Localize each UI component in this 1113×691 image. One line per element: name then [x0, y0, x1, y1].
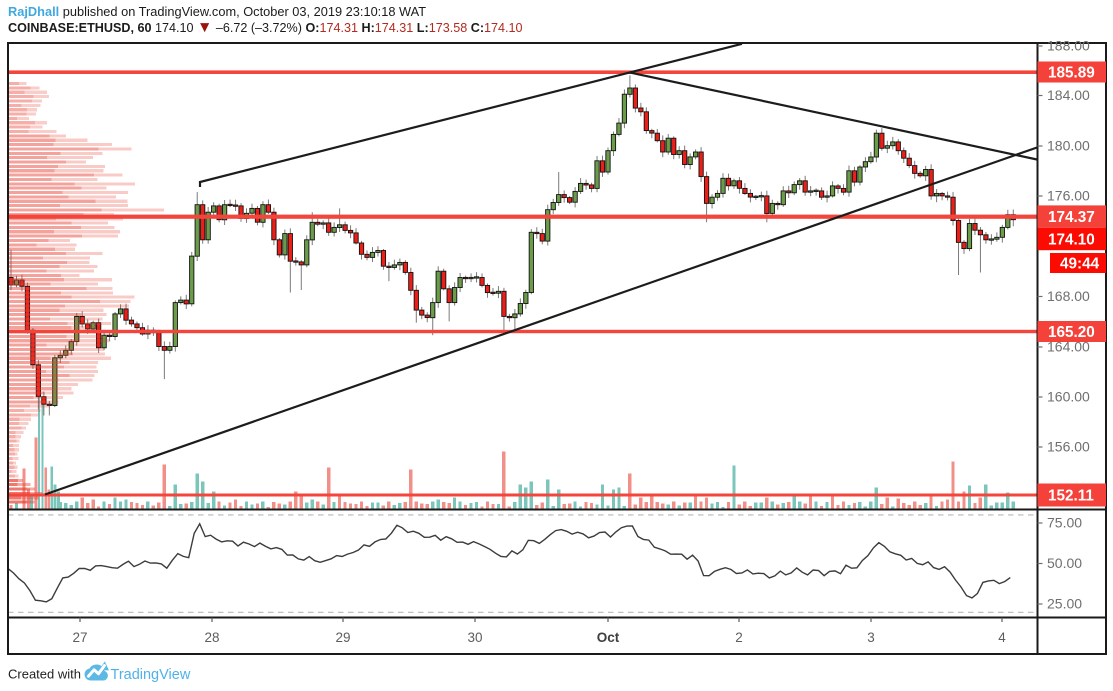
svg-text:75.00: 75.00: [1047, 515, 1082, 531]
svg-text:174.10: 174.10: [1048, 231, 1095, 248]
svg-text:164.00: 164.00: [1047, 339, 1090, 355]
svg-text:176.00: 176.00: [1047, 188, 1090, 204]
svg-text:180.00: 180.00: [1047, 138, 1090, 154]
svg-text:152.11: 152.11: [1048, 487, 1094, 504]
svg-text:50.00: 50.00: [1047, 555, 1082, 571]
svg-text:165.20: 165.20: [1048, 324, 1095, 341]
svg-text:TradingView: TradingView: [111, 667, 191, 683]
svg-text:28: 28: [204, 630, 219, 645]
svg-text:49:44: 49:44: [1060, 256, 1100, 273]
svg-text:2: 2: [735, 630, 743, 645]
svg-text:Created with: Created with: [8, 667, 81, 682]
svg-text:Oct: Oct: [597, 630, 620, 645]
svg-text:25.00: 25.00: [1047, 596, 1082, 612]
svg-text:174.37: 174.37: [1048, 209, 1095, 226]
svg-text:30: 30: [467, 630, 482, 645]
svg-text:184.00: 184.00: [1047, 87, 1090, 103]
svg-text:COINBASE:ETHUSD, 60 174.10 ▼ –: COINBASE:ETHUSD, 60 174.10 ▼ –6.72 (–3.7…: [8, 19, 523, 36]
svg-text:156.00: 156.00: [1047, 439, 1090, 455]
svg-text:168.00: 168.00: [1047, 288, 1090, 304]
svg-text:3: 3: [867, 630, 875, 645]
svg-text:29: 29: [335, 630, 350, 645]
svg-text:RajDhall published on TradingV: RajDhall published on TradingView.com, O…: [8, 4, 426, 19]
svg-text:185.89: 185.89: [1048, 64, 1095, 81]
svg-text:160.00: 160.00: [1047, 389, 1090, 405]
svg-text:27: 27: [72, 630, 87, 645]
svg-text:4: 4: [998, 630, 1006, 645]
svg-text:188.00: 188.00: [1047, 38, 1090, 54]
